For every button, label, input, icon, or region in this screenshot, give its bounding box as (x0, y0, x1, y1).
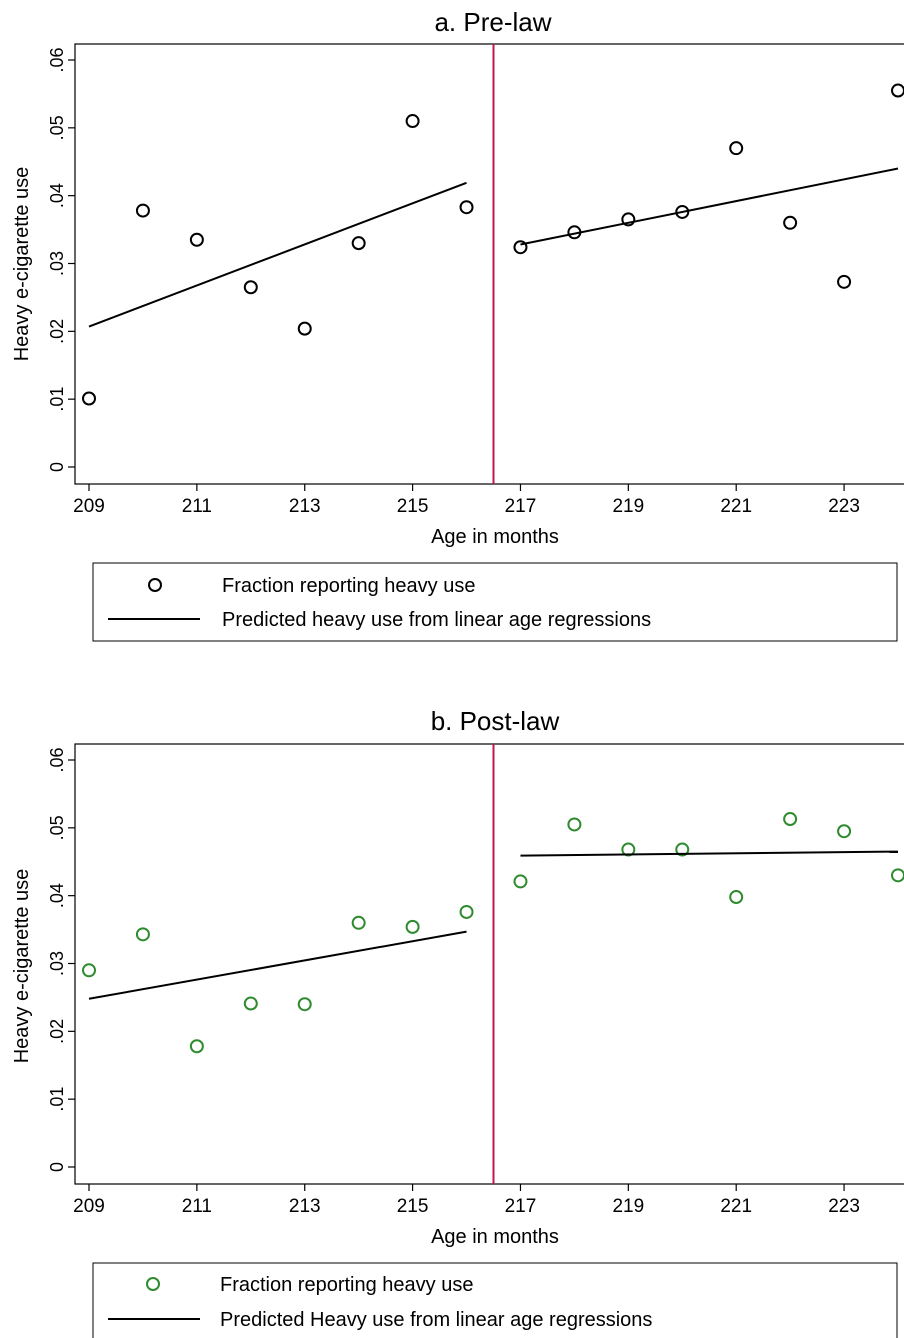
panel-b-legend: Fraction reporting heavy use Predicted H… (92, 1262, 898, 1338)
data-point (189, 232, 204, 247)
data-point (729, 890, 744, 905)
data-point (135, 927, 150, 942)
x-tick-label: 213 (289, 1196, 321, 1217)
data-point (82, 963, 96, 978)
data-point (297, 997, 312, 1012)
y-tick-label: .04 (47, 883, 67, 908)
data-point (351, 915, 366, 930)
x-tick-label: 219 (612, 1196, 644, 1217)
y-tick-label: .06 (47, 47, 67, 72)
y-tick-label: .03 (47, 951, 67, 976)
x-tick-label: 209 (73, 496, 105, 517)
y-tick-label: .05 (47, 815, 67, 840)
data-point (621, 842, 636, 857)
x-tick-label: 221 (720, 1196, 752, 1217)
y-tick-label: .04 (47, 183, 67, 208)
x-tick-label: 211 (182, 1196, 212, 1217)
panel-a-plot-frame (74, 43, 904, 485)
y-tick-label: .06 (47, 747, 67, 772)
x-tick-label: 221 (720, 496, 752, 517)
y-tick-label: .03 (47, 251, 67, 276)
x-tick-label: 223 (828, 496, 860, 517)
panel-a-x-axis-label: Age in months (431, 526, 559, 548)
x-tick-label: 209 (73, 1196, 105, 1217)
panel-a-x-ticks: 209 211 213 215 217 219 221 223 (73, 484, 860, 517)
panel-b-x-axis-label: Age in months (431, 1226, 559, 1248)
data-point (459, 200, 474, 215)
data-point (513, 240, 528, 255)
x-tick-label: 211 (182, 496, 212, 517)
panel-b: b. Post-law 0 .01 .02 .03 .04 .05 .06 209 211 21… (11, 706, 904, 1338)
panel-a-legend-marker (148, 578, 162, 592)
regression-line (520, 167, 899, 246)
panel-a-legend-label-2: Predicted heavy use from linear age regr… (222, 609, 651, 631)
x-tick-label: 215 (397, 1196, 429, 1217)
data-point (189, 1039, 204, 1054)
data-point (891, 83, 904, 98)
panel-b-plot-area (82, 744, 904, 1184)
data-point (675, 842, 690, 857)
y-tick-label: .05 (47, 115, 67, 140)
panel-b-legend-marker (146, 1277, 160, 1291)
data-point (243, 280, 258, 295)
y-tick-label: .02 (47, 1019, 67, 1044)
panel-b-legend-box (92, 1262, 898, 1338)
data-point (135, 203, 150, 218)
data-point (405, 114, 420, 129)
panel-a-legend-box (92, 562, 898, 642)
data-point (351, 236, 366, 251)
y-tick-label: 0 (47, 1162, 67, 1172)
panel-a-y-ticks: 0 .01 .02 .03 .04 .05 .06 (47, 47, 75, 472)
data-point (82, 391, 96, 406)
regression-line (520, 850, 899, 857)
data-point (621, 212, 636, 227)
panel-a-title: a. Pre-law (434, 7, 551, 37)
data-point (513, 874, 528, 889)
panel-a: a. Pre-law 0 .01 .02 .03 .04 .05 .06 209 211 213… (11, 7, 904, 642)
panel-a-plot-area (82, 44, 904, 484)
y-tick-label: 0 (47, 462, 67, 472)
data-point (243, 996, 258, 1011)
panel-a-legend: Fraction reporting heavy use Predicted h… (92, 562, 898, 642)
panel-b-y-axis-label: Heavy e-cigarette use (11, 869, 33, 1064)
data-point (567, 817, 582, 832)
y-tick-label: .01 (47, 1087, 67, 1112)
data-point (783, 812, 798, 827)
x-tick-label: 223 (828, 1196, 860, 1217)
data-point (837, 824, 852, 839)
data-point (783, 215, 798, 230)
panel-b-title: b. Post-law (431, 706, 560, 736)
regression-line (88, 181, 467, 328)
panel-b-x-ticks: 209 211 213 215 217 219 221 223 (73, 1184, 860, 1217)
panel-a-legend-label-1: Fraction reporting heavy use (222, 575, 475, 597)
x-tick-label: 215 (397, 496, 429, 517)
x-tick-label: 217 (505, 496, 537, 517)
x-tick-label: 217 (505, 1196, 537, 1217)
data-point (729, 141, 744, 156)
panel-b-plot-frame (74, 743, 904, 1185)
x-tick-label: 219 (612, 496, 644, 517)
panel-a-y-axis-label: Heavy e-cigarette use (11, 167, 33, 362)
data-point (297, 321, 312, 336)
regression-line (88, 930, 467, 1000)
x-tick-label: 213 (289, 496, 321, 517)
data-point (459, 904, 474, 919)
panel-b-legend-label-2: Predicted Heavy use from linear age regr… (220, 1309, 652, 1331)
data-point (675, 204, 690, 219)
data-point (837, 274, 852, 289)
y-tick-label: .01 (47, 387, 67, 412)
panel-b-legend-label-1: Fraction reporting heavy use (220, 1274, 473, 1296)
data-point (891, 868, 904, 883)
panel-b-y-ticks: 0 .01 .02 .03 .04 .05 .06 (47, 747, 75, 1172)
y-tick-label: .02 (47, 319, 67, 344)
data-point (405, 919, 420, 934)
